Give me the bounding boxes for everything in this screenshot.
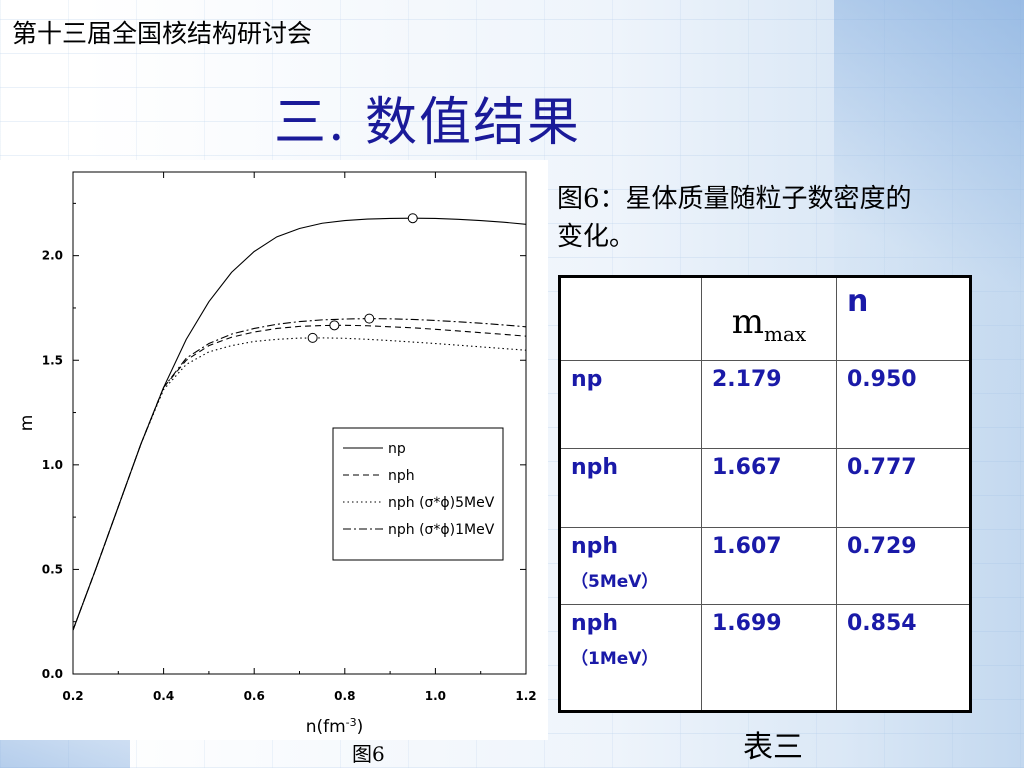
slide-title: 三. 数值结果 <box>274 93 582 153</box>
table-row: nph （5MeV） 1.607 0.729 <box>559 527 971 605</box>
table-row: nph （1MeV） 1.699 0.854 <box>559 604 971 712</box>
x-axis-label-main: n(fm <box>306 717 346 737</box>
x-tick-label: 0.4 <box>153 689 174 703</box>
row-n-value: 0.777 <box>836 448 971 528</box>
series-max-marker-2 <box>307 332 318 343</box>
series-max-marker-3 <box>364 313 375 324</box>
x-tick-label: 1.0 <box>425 689 446 703</box>
series-line-0 <box>72 217 527 631</box>
row-mmax-value: 1.607 <box>701 527 837 605</box>
x-axis-label-exponent: -3 <box>346 716 357 729</box>
conference-name: 第十三届全国核结构研讨会 <box>12 19 313 48</box>
row-label: np <box>559 360 702 449</box>
y-tick-label: 1.0 <box>42 458 63 472</box>
header-cell-mmax: mmax <box>701 276 837 361</box>
legend-label-0: np <box>388 441 406 457</box>
table-label: 表三 <box>743 730 803 765</box>
series-max-marker-1 <box>329 320 340 331</box>
x-tick-label: 0.8 <box>334 689 355 703</box>
x-axis-label: n(fm-3) <box>306 716 364 738</box>
mmax-symbol: m <box>731 302 765 342</box>
row-label: nph （1MeV） <box>559 604 702 712</box>
y-tick-label: 2.0 <box>42 249 63 263</box>
series-line-1 <box>72 324 527 631</box>
legend-label-3: nph (σ*ϕ)1MeV <box>388 522 495 538</box>
table-header-row: mmax n <box>559 276 971 361</box>
legend-label-2: nph (σ*ϕ)5MeV <box>388 495 495 511</box>
row-n-value: 0.854 <box>836 604 971 712</box>
row-n-value: 0.729 <box>836 527 971 605</box>
figure-caption: 图6：星体质量随粒子数密度的变化。 <box>557 184 912 252</box>
y-tick-label: 1.5 <box>42 353 63 367</box>
header-cell-n: n <box>836 276 971 361</box>
legend-box <box>332 427 504 561</box>
results-table: mmax n np 2.179 0.950 nph 1.667 0.777 np… <box>558 275 972 713</box>
table-row: np 2.179 0.950 <box>559 360 971 449</box>
x-axis-label-close: ) <box>357 717 364 737</box>
row-n-value: 0.950 <box>836 360 971 449</box>
table-row: nph 1.667 0.777 <box>559 448 971 528</box>
series-line-3 <box>72 318 527 631</box>
row-mmax-value: 2.179 <box>701 360 837 449</box>
row-mmax-value: 1.699 <box>701 604 837 712</box>
row-label: nph <box>559 448 702 528</box>
row-label: nph （5MeV） <box>559 527 702 605</box>
y-tick-label: 0.0 <box>42 667 63 681</box>
x-tick-label: 0.2 <box>62 689 83 703</box>
row-mmax-value: 1.667 <box>701 448 837 528</box>
plot-frame <box>72 171 527 675</box>
header-cell-empty <box>559 276 702 361</box>
y-tick-label: 0.5 <box>42 562 63 576</box>
mmax-subscript: max <box>764 321 807 346</box>
chart-panel: 0.2 0.4 0.6 0.8 1.0 1.2 0.0 0.5 1.0 1.5 2.0 n(fm-3)… <box>0 160 548 740</box>
series-max-marker-0 <box>407 213 418 224</box>
x-tick-label: 1.2 <box>515 689 536 703</box>
mass-density-chart: 0.2 0.4 0.6 0.8 1.0 1.2 0.0 0.5 1.0 1.5 2.0 n(fm-3)… <box>17 171 537 738</box>
x-tick-label: 0.6 <box>244 689 265 703</box>
y-axis-label: m <box>17 415 37 432</box>
figure-label: 图6 <box>352 742 385 766</box>
legend-label-1: nph <box>388 468 415 484</box>
